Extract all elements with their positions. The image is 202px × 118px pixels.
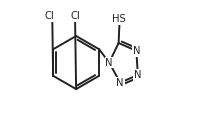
Text: N: N: [105, 58, 112, 67]
Text: Cl: Cl: [70, 11, 79, 21]
Text: Cl: Cl: [45, 11, 54, 21]
Text: N: N: [132, 46, 139, 56]
Text: N: N: [116, 78, 123, 88]
Text: N: N: [134, 70, 141, 80]
Text: HS: HS: [111, 15, 125, 24]
